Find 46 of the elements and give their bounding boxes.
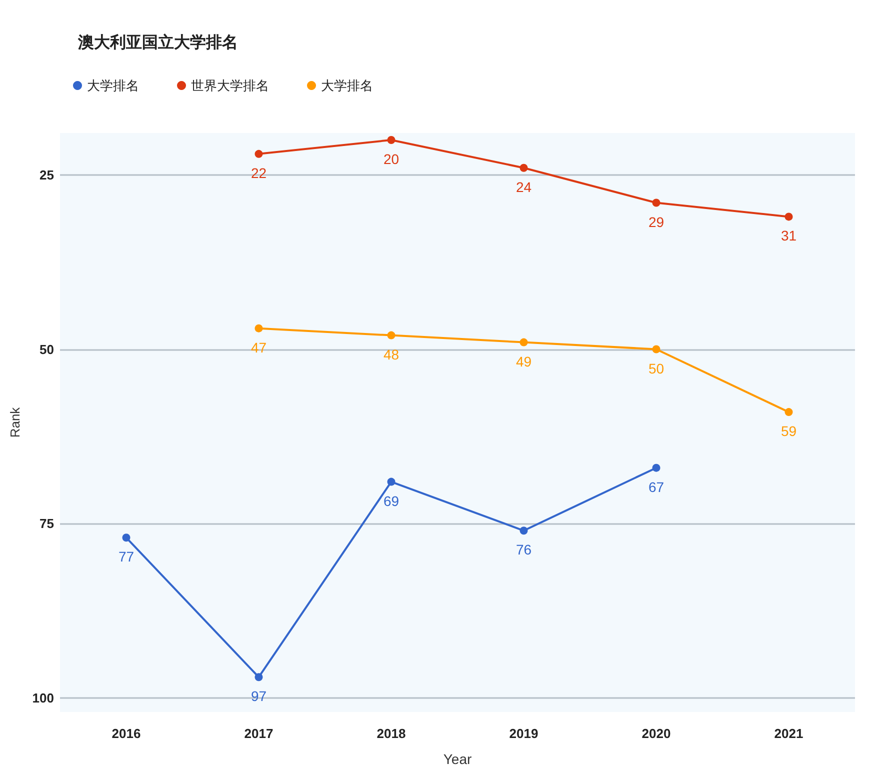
y-tick-label: 50 xyxy=(40,342,54,357)
legend-label: 大学排名 xyxy=(87,78,139,93)
legend-label: 世界大学排名 xyxy=(191,78,269,93)
x-tick-label: 2016 xyxy=(112,726,141,741)
x-tick-label: 2018 xyxy=(376,726,406,741)
chart-title: 澳大利亚国立大学排名 xyxy=(77,32,238,52)
data-label: 59 xyxy=(780,423,797,440)
point xyxy=(520,164,528,172)
data-label: 50 xyxy=(648,360,664,376)
point xyxy=(784,212,793,221)
point xyxy=(652,464,660,472)
point xyxy=(784,408,793,416)
data-label: 47 xyxy=(250,339,267,356)
point xyxy=(254,673,263,682)
data-label: 31 xyxy=(780,228,797,244)
data-label: 22 xyxy=(250,164,267,181)
point xyxy=(520,338,528,346)
data-label: 97 xyxy=(250,688,267,704)
point xyxy=(652,345,660,354)
point xyxy=(520,526,528,535)
y-tick-label: 25 xyxy=(40,167,54,182)
data-label: 77 xyxy=(118,548,134,565)
data-label: 24 xyxy=(516,178,532,195)
data-label: 69 xyxy=(383,492,400,509)
data-label: 67 xyxy=(648,478,664,495)
x-tick-label: 2020 xyxy=(642,726,671,741)
y-axis-title: Rank xyxy=(7,406,22,438)
point xyxy=(652,198,660,207)
data-label: 49 xyxy=(516,353,532,370)
point xyxy=(387,136,396,144)
data-label: 29 xyxy=(648,214,664,230)
point xyxy=(387,331,396,340)
y-tick-label: 75 xyxy=(40,516,54,532)
x-tick-label: 2021 xyxy=(774,726,804,741)
x-axis-title: Year xyxy=(443,751,472,767)
y-tick-label: 100 xyxy=(32,690,54,706)
data-label: 76 xyxy=(516,542,532,558)
point xyxy=(387,478,396,486)
x-tick-label: 2019 xyxy=(509,726,538,741)
point xyxy=(254,324,263,332)
x-tick-label: 2017 xyxy=(244,726,274,741)
data-label: 20 xyxy=(383,150,400,167)
point xyxy=(122,534,130,542)
data-label: 48 xyxy=(383,346,400,362)
point xyxy=(254,150,263,158)
legend-label: 大学排名 xyxy=(321,78,373,93)
